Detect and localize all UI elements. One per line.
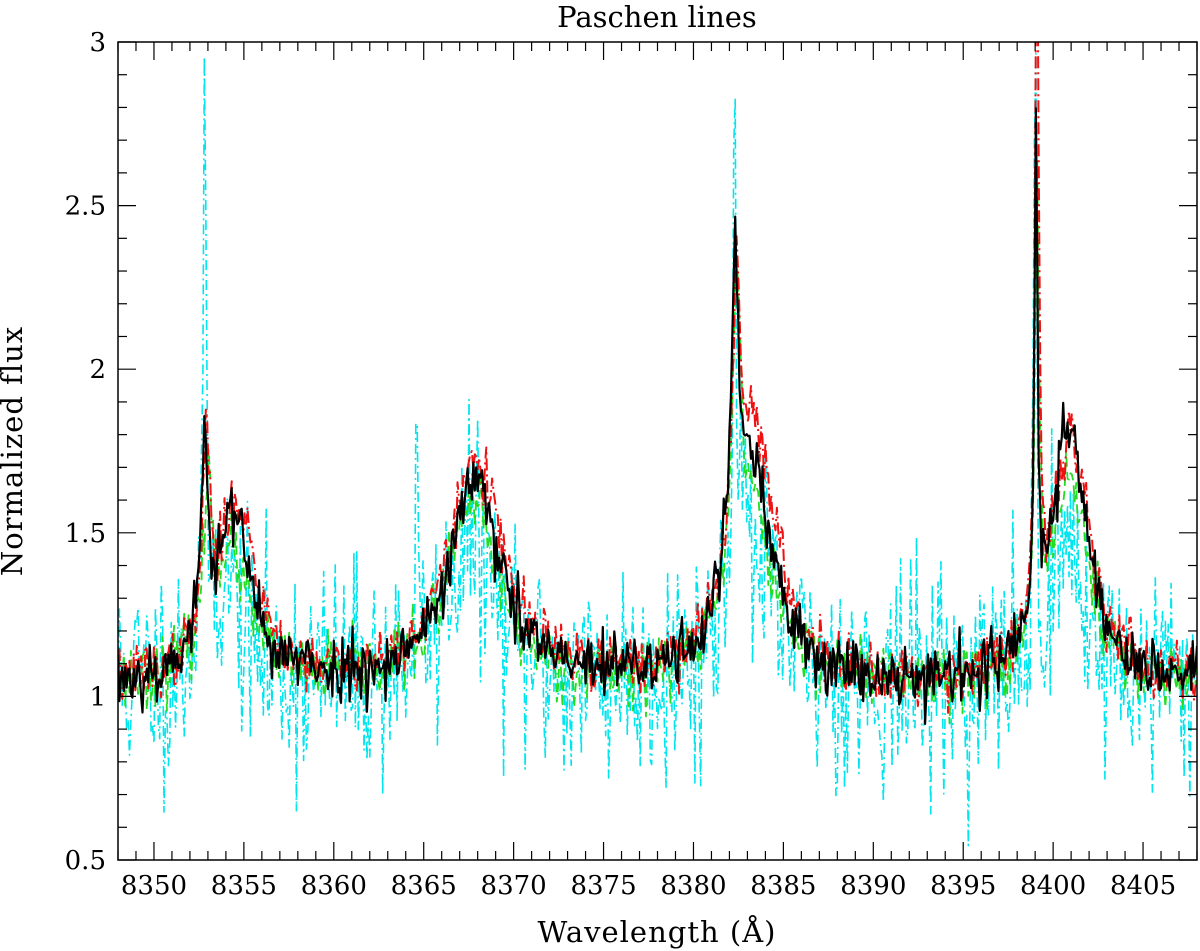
x-tick-label: 8375 — [570, 871, 636, 901]
x-tick-label: 8360 — [301, 871, 367, 901]
x-tick-label: 8400 — [1020, 871, 1086, 901]
x-tick-label: 8395 — [930, 871, 996, 901]
x-tick-label: 8405 — [1110, 871, 1176, 901]
x-tick-label: 8365 — [391, 871, 457, 901]
x-tick-label: 8385 — [750, 871, 816, 901]
y-tick-label: 2.5 — [65, 192, 106, 222]
y-tick-labels: 0.5 1 1.5 2 2.5 3 — [65, 28, 106, 876]
x-axis-label: Wavelength (Å) — [538, 914, 777, 949]
y-tick-label: 0.5 — [65, 846, 106, 876]
series-line-4 — [118, 107, 1197, 725]
y-axis-label: Normalized flux — [0, 326, 29, 576]
y-tick-label: 3 — [89, 28, 106, 58]
x-tick-label: 8390 — [840, 871, 906, 901]
series-line-2 — [118, 160, 1197, 725]
x-tick-label: 8350 — [121, 871, 187, 901]
series-layer — [118, 42, 1197, 847]
axis-ticks — [117, 41, 1198, 861]
y-tick-label: 1 — [89, 682, 106, 712]
chart-title: Paschen lines — [557, 0, 757, 34]
x-tick-labels: 8350 8355 8360 8365 8370 8375 8380 8385 8390 8395… — [121, 871, 1176, 901]
y-tick-label: 2 — [89, 355, 106, 385]
x-tick-label: 8355 — [211, 871, 277, 901]
plot-series-group — [118, 42, 1197, 847]
x-tick-label: 8380 — [660, 871, 726, 901]
y-tick-label: 1.5 — [65, 519, 106, 549]
x-tick-label: 8370 — [481, 871, 547, 901]
